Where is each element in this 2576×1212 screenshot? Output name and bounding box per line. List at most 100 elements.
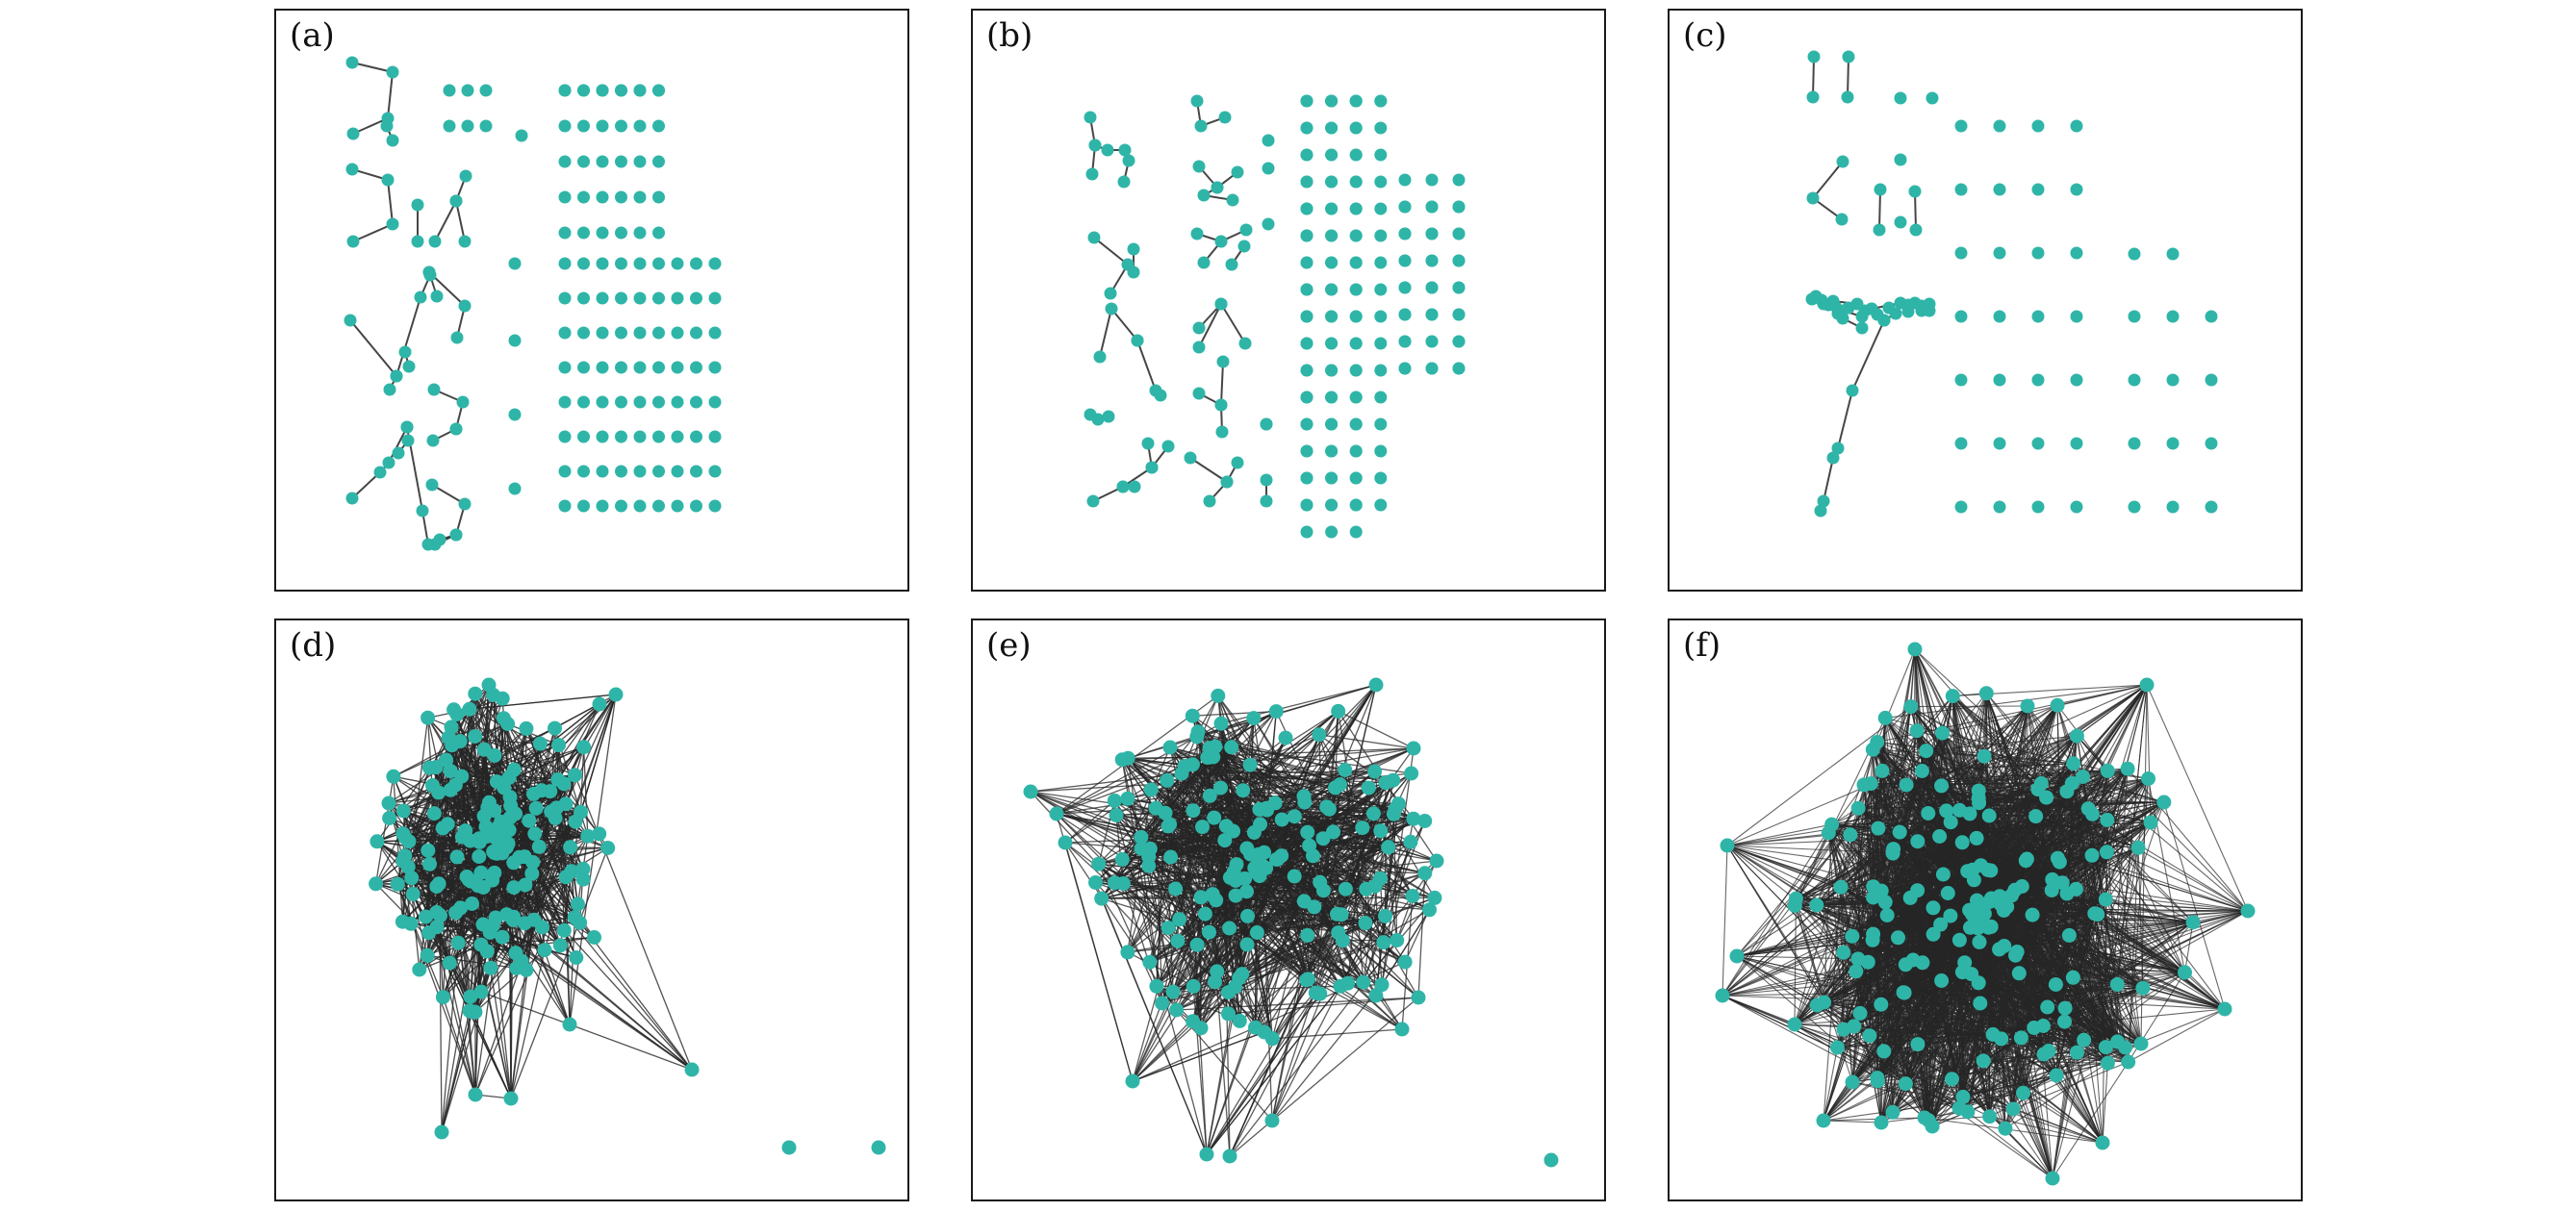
network-node [615,430,627,443]
network-node [439,752,454,768]
network-edge [1722,823,1833,997]
network-node [652,119,665,133]
network-node [462,701,477,717]
network-node [495,691,510,706]
network-node [708,326,722,340]
network-node [1349,148,1363,162]
network-node [1325,310,1339,323]
network-node [1168,881,1184,896]
network-node [1114,752,1130,768]
network-c [1805,50,2218,518]
network-node [708,499,722,513]
network-node [1184,451,1197,465]
network-edge [1161,818,1415,1004]
network-node [1417,814,1433,828]
network-node [652,155,665,168]
network-node [2031,437,2045,450]
network-node [1207,810,1222,825]
network-node [458,823,473,839]
network-node [508,257,522,270]
network-edge [1794,898,1797,1025]
network-node [429,879,445,894]
network-node [1406,741,1421,756]
network-node [2166,500,2180,514]
network-edge [1127,789,1152,952]
network-edge [1095,882,1194,987]
network-node [1194,119,1208,133]
network-edge [452,709,500,840]
network-node [1274,812,1289,827]
network-node [430,290,444,303]
panel-label-e: (e) [986,626,1032,665]
network-node [1216,355,1230,368]
network-node [1192,341,1206,354]
network-node [1120,791,1135,806]
network-node [1145,461,1159,474]
network-node [1386,806,1401,821]
network-node [428,235,442,248]
network-node [558,361,572,374]
network-node [615,291,627,305]
network-node [449,849,465,865]
network-node [1308,985,1323,1000]
network-edge [442,703,600,829]
network-node [1993,119,2006,133]
network-node [463,989,478,1004]
network-node [1325,364,1339,377]
network-node [1814,504,1827,518]
network-node [1817,494,1830,508]
network-node [1909,223,1923,237]
network-edge [351,471,381,499]
network-node [1331,703,1346,719]
network-node [1398,281,1412,294]
network-node [1249,925,1264,940]
panel-label-a: (a) [290,16,335,55]
network-node [1300,824,1315,840]
network-node [550,772,566,787]
network-node [1170,933,1186,948]
network-node [1325,283,1339,296]
network-node [1195,820,1210,835]
network-node [1109,808,1124,822]
network-node [1192,160,1206,173]
network-node [1452,227,1466,240]
network-node [1163,849,1179,865]
network-edge [1722,995,1878,1079]
network-node [1235,967,1250,982]
network-node [1422,902,1437,918]
network-edge [1338,710,1415,749]
network-node [1315,883,1331,898]
network-node [481,677,497,693]
network-node [1197,189,1211,202]
network-node [1806,191,1820,205]
network-node [479,119,493,133]
network-node [1826,451,1840,465]
network-node [1398,227,1412,240]
network-node [487,747,502,763]
network-node [690,291,702,305]
network-node [1218,111,1232,124]
network-node [443,764,458,779]
network-edge [1837,390,1853,449]
network-node [1425,200,1439,214]
network-node [1190,724,1206,740]
network-node [558,465,572,478]
network-node [1226,864,1241,879]
network-node [1374,256,1388,269]
network-node [1260,494,1273,508]
network-node [458,497,472,511]
network-edge [574,774,693,1071]
network-node [1246,711,1262,726]
network-node [1217,833,1233,848]
network-edge [507,722,559,746]
panel-c: (c) [1668,9,2303,592]
network-node [1160,772,1175,788]
network-node [534,783,549,798]
network-node [2128,437,2141,450]
network-node [1300,256,1314,269]
network-node [690,499,702,513]
network-node [596,226,609,240]
network-node [1874,183,1887,196]
network-edge [1220,361,1224,406]
network-node [346,235,360,248]
